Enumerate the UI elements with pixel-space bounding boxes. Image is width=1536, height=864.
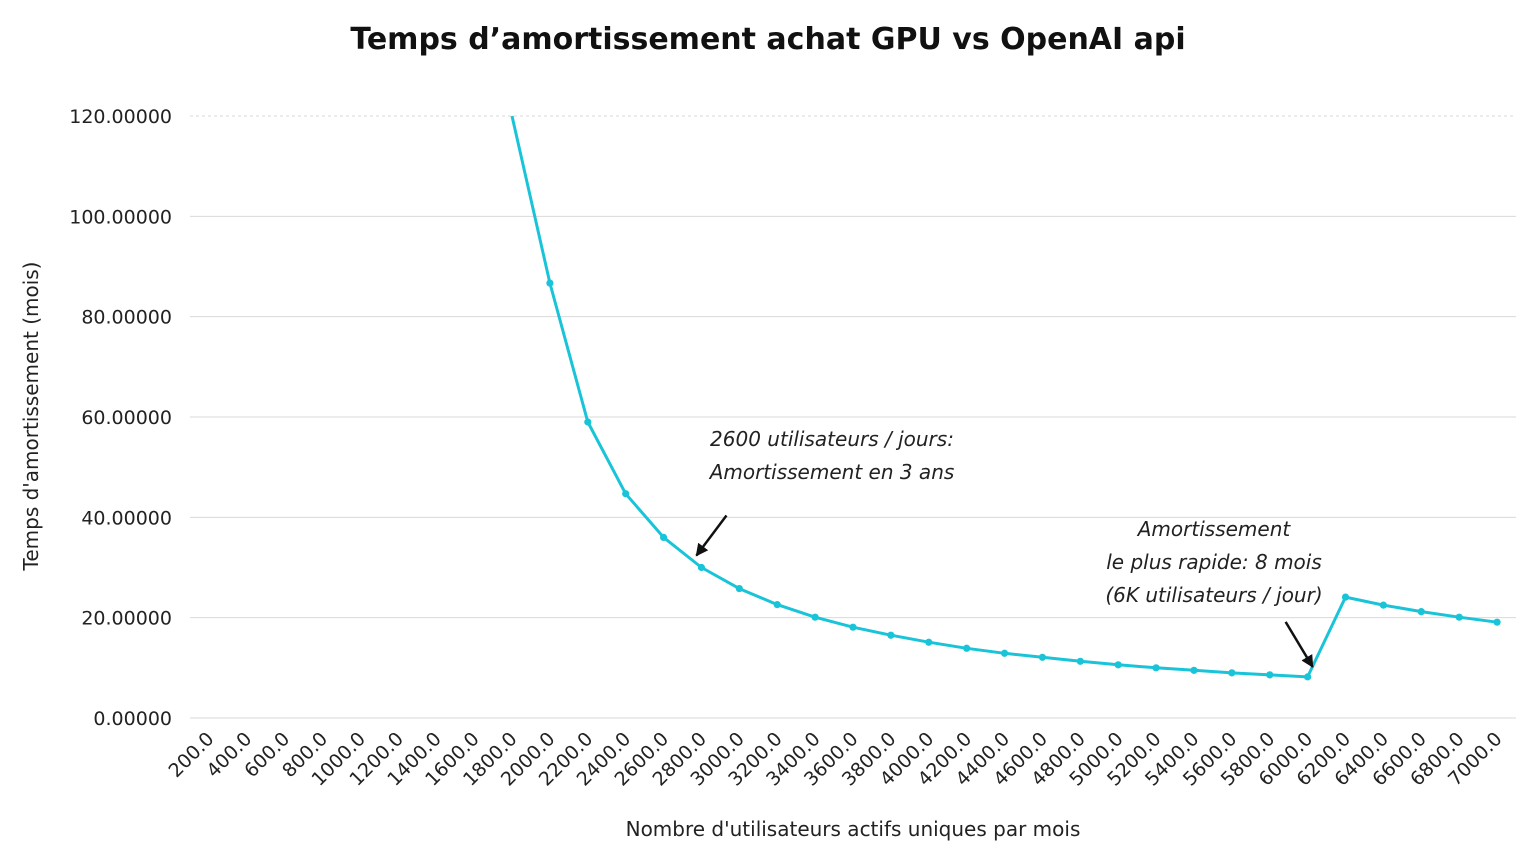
data-point: [1038, 653, 1047, 661]
y-tick-labels: 0.00000 20.00000 40.00000 60.00000 80.00000 1…: [69, 106, 172, 730]
x-axis-label: Nombre d'utilisateurs actifs uniques par…: [626, 817, 1081, 841]
data-point: [1455, 613, 1463, 621]
y-axis-label: Temps d'amortissement (mois): [19, 262, 43, 572]
data-point: [546, 279, 554, 287]
data-point: [1493, 618, 1501, 626]
y-tick-label: 0.00000: [93, 708, 172, 730]
annotation-text: 2600 utilisateurs / jours:: [710, 427, 954, 451]
annotation-layer: 2600 utilisateurs / jours: Amortissement …: [695, 427, 1323, 668]
series-line: [510, 115, 1498, 679]
data-point: [811, 613, 819, 621]
annotation-text: Amortissement: [1136, 517, 1292, 541]
data-point: [773, 601, 781, 609]
data-point: [1076, 657, 1084, 665]
series-layer: [510, 115, 1501, 681]
chart-title: Temps d’amortissement achat GPU vs OpenA…: [350, 22, 1185, 57]
data-point: [1266, 671, 1274, 679]
data-point: [1341, 593, 1350, 601]
data-point: [963, 644, 971, 652]
grid-layer: [190, 115, 1516, 719]
y-tick-label: 120.00000: [69, 106, 172, 128]
y-tick-label: 20.00000: [81, 608, 172, 630]
annotation-text: (6K utilisateurs / jour): [1105, 583, 1322, 607]
data-point: [1152, 664, 1160, 672]
annotation-text: le plus rapide: 8 mois: [1106, 550, 1322, 574]
y-tick-label: 80.00000: [81, 307, 172, 329]
data-point: [1228, 669, 1236, 677]
data-point: [659, 533, 668, 542]
data-point: [849, 623, 857, 631]
data-point: [622, 490, 630, 498]
data-point: [1000, 649, 1009, 657]
data-point: [697, 563, 706, 572]
y-tick-label: 40.00000: [81, 507, 172, 529]
data-point: [887, 631, 895, 639]
data-point: [1379, 601, 1387, 609]
data-point: [735, 584, 743, 593]
y-tick-label: 100.00000: [69, 206, 172, 228]
data-point: [584, 418, 592, 426]
annotation-arrow: [695, 514, 728, 557]
data-point: [1417, 608, 1425, 616]
y-tick-label: 60.00000: [81, 407, 172, 429]
data-point: [925, 638, 933, 646]
annotation-arrow: [1284, 621, 1314, 668]
annotation-text: Amortissement en 3 ans: [708, 460, 955, 484]
data-point: [1304, 673, 1312, 681]
data-point: [1190, 666, 1198, 674]
data-point: [1114, 661, 1122, 669]
x-tick-labels: 200.0400.0600.0800.01000.01200.01400.016…: [164, 728, 1506, 791]
